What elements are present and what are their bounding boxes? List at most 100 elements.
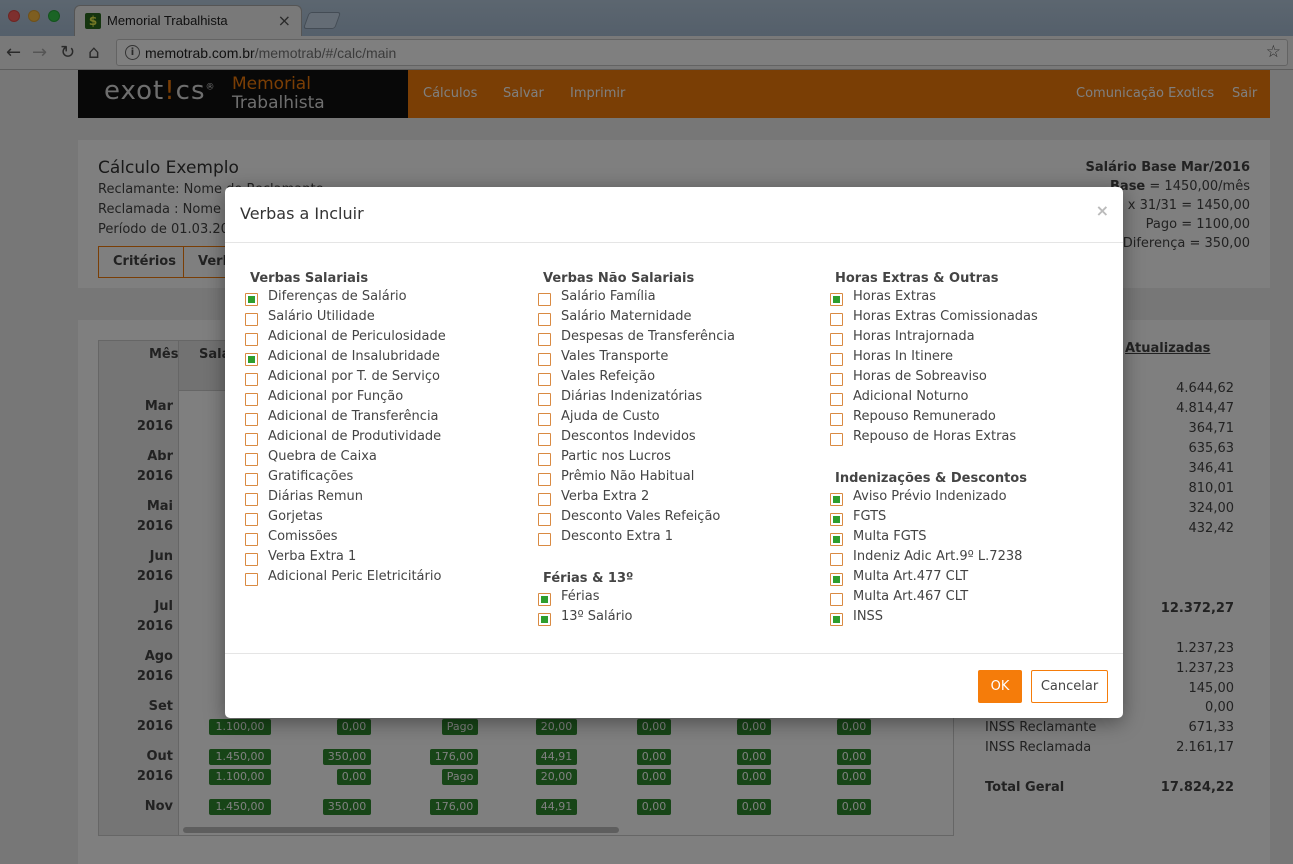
checkbox-option[interactable]: Adicional por T. de Serviço bbox=[245, 369, 440, 389]
checkbox[interactable] bbox=[830, 333, 843, 346]
checkbox-label: Ajuda de Custo bbox=[561, 409, 660, 424]
checkbox-option[interactable]: Horas de Sobreaviso bbox=[830, 369, 1027, 389]
checkbox[interactable] bbox=[538, 453, 551, 466]
checkbox-option[interactable]: Vales Refeição bbox=[538, 369, 694, 389]
checkbox[interactable] bbox=[245, 313, 258, 326]
checkbox-option[interactable]: Diferenças de Salário bbox=[245, 289, 407, 309]
checkbox[interactable] bbox=[538, 313, 551, 326]
checkbox[interactable] bbox=[538, 293, 551, 306]
checkbox-label: Salário Maternidade bbox=[561, 309, 692, 324]
checkbox[interactable] bbox=[830, 413, 843, 426]
checkbox[interactable] bbox=[245, 433, 258, 446]
checkbox-option[interactable]: Horas Extras Comissionadas bbox=[830, 309, 1038, 329]
checkbox[interactable] bbox=[830, 433, 843, 446]
checkbox[interactable] bbox=[830, 393, 843, 406]
checkbox-option[interactable]: Desconto Vales Refeição bbox=[538, 509, 720, 529]
checkbox-option[interactable]: Verba Extra 2 bbox=[538, 489, 694, 509]
checkbox-option[interactable]: Multa FGTS bbox=[830, 529, 1027, 549]
checkbox[interactable] bbox=[830, 373, 843, 386]
checkbox[interactable] bbox=[538, 353, 551, 366]
checkbox-option[interactable]: Repouso Remunerado bbox=[830, 409, 1027, 429]
checkbox[interactable] bbox=[538, 473, 551, 486]
checkbox-option[interactable]: Diárias Indenizatórias bbox=[538, 389, 702, 409]
checkbox[interactable] bbox=[538, 493, 551, 506]
checkbox[interactable] bbox=[830, 533, 843, 546]
checkbox-option[interactable]: Quebra de Caixa bbox=[245, 449, 377, 469]
checkbox[interactable] bbox=[538, 413, 551, 426]
checkbox-option[interactable]: Diárias Remun bbox=[245, 489, 368, 509]
checkbox[interactable] bbox=[830, 553, 843, 566]
checkbox-option[interactable]: Adicional de Insalubridade bbox=[245, 349, 440, 369]
close-icon[interactable]: × bbox=[1095, 201, 1109, 220]
checkbox-option[interactable]: Partic nos Lucros bbox=[538, 449, 694, 469]
checkbox[interactable] bbox=[538, 393, 551, 406]
checkbox[interactable] bbox=[245, 473, 258, 486]
checkbox[interactable] bbox=[245, 553, 258, 566]
checkbox-option[interactable]: INSS bbox=[830, 609, 1027, 629]
checkbox[interactable] bbox=[245, 393, 258, 406]
checkbox-option[interactable]: Gorjetas bbox=[245, 509, 368, 529]
checkbox-option[interactable]: Indeniz Adic Art.9º L.7238 bbox=[830, 549, 1027, 569]
checkbox[interactable] bbox=[830, 593, 843, 606]
checkbox-option[interactable]: Adicional de Periculosidade bbox=[245, 329, 446, 349]
checkbox[interactable] bbox=[830, 313, 843, 326]
checkbox-option[interactable]: Horas Extras bbox=[830, 289, 1027, 309]
cancel-button[interactable]: Cancelar bbox=[1031, 670, 1108, 703]
column-verbas-nao-salariais: Verbas Não Salariais Salário Família Salá… bbox=[538, 269, 735, 629]
checkbox-option[interactable]: Adicional por Função bbox=[245, 389, 403, 409]
checkbox[interactable] bbox=[245, 533, 258, 546]
checkbox[interactable] bbox=[538, 533, 551, 546]
checkbox-option[interactable]: Multa Art.467 CLT bbox=[830, 589, 1027, 609]
checkbox[interactable] bbox=[538, 593, 551, 606]
checkbox[interactable] bbox=[830, 293, 843, 306]
checkbox[interactable] bbox=[830, 353, 843, 366]
checkbox-option[interactable]: Aviso Prévio Indenizado bbox=[830, 489, 1027, 509]
checkbox[interactable] bbox=[245, 333, 258, 346]
checkbox-option[interactable]: Gratificações bbox=[245, 469, 368, 489]
checkbox[interactable] bbox=[830, 573, 843, 586]
checkbox-label: Férias bbox=[561, 589, 600, 604]
checkbox-option[interactable]: Comissões bbox=[245, 529, 368, 549]
checkbox-option[interactable]: Salário Maternidade bbox=[538, 309, 694, 329]
checkbox[interactable] bbox=[538, 373, 551, 386]
checkbox[interactable] bbox=[538, 613, 551, 626]
ok-button[interactable]: OK bbox=[978, 670, 1022, 703]
checkbox-option[interactable]: Adicional de Transferência bbox=[245, 409, 439, 429]
checkbox-option[interactable]: Adicional Noturno bbox=[830, 389, 1027, 409]
checkbox-option[interactable]: Adicional Peric Eletricitário bbox=[245, 569, 441, 589]
checkbox-option[interactable]: 13º Salário bbox=[538, 609, 694, 629]
modal-footer: OK Cancelar bbox=[225, 653, 1123, 718]
checkbox[interactable] bbox=[245, 353, 258, 366]
checkbox[interactable] bbox=[245, 453, 258, 466]
checkbox-option[interactable]: Desconto Extra 1 bbox=[538, 529, 694, 549]
checkbox-option[interactable]: FGTS bbox=[830, 509, 1027, 529]
checkbox-option[interactable]: Despesas de Transferência bbox=[538, 329, 735, 349]
checkbox-option[interactable]: Verba Extra 1 bbox=[245, 549, 368, 569]
checkbox-label: Verba Extra 2 bbox=[561, 489, 650, 504]
checkbox[interactable] bbox=[538, 333, 551, 346]
checkbox-option[interactable]: Horas In Itinere bbox=[830, 349, 1027, 369]
checkbox-option[interactable]: Multa Art.477 CLT bbox=[830, 569, 1027, 589]
checkbox-option[interactable]: Ajuda de Custo bbox=[538, 409, 694, 429]
checkbox[interactable] bbox=[830, 493, 843, 506]
checkbox-option[interactable]: Prêmio Não Habitual bbox=[538, 469, 694, 489]
checkbox[interactable] bbox=[245, 413, 258, 426]
checkbox[interactable] bbox=[538, 433, 551, 446]
checkbox[interactable] bbox=[830, 513, 843, 526]
checkbox-option[interactable]: Salário Família bbox=[538, 289, 694, 309]
checkbox[interactable] bbox=[245, 373, 258, 386]
checkbox-option[interactable]: Salário Utilidade bbox=[245, 309, 375, 329]
checkbox[interactable] bbox=[245, 513, 258, 526]
checkbox-option[interactable]: Vales Transporte bbox=[538, 349, 694, 369]
checkbox-option[interactable]: Adicional de Produtividade bbox=[245, 429, 441, 449]
checkbox-option[interactable]: Repouso de Horas Extras bbox=[830, 429, 1027, 449]
checkbox-option[interactable]: Descontos Indevidos bbox=[538, 429, 696, 449]
checkbox[interactable] bbox=[830, 613, 843, 626]
checkbox[interactable] bbox=[538, 513, 551, 526]
checkbox[interactable] bbox=[245, 293, 258, 306]
checkbox[interactable] bbox=[245, 493, 258, 506]
section-spacer bbox=[543, 549, 694, 569]
checkbox[interactable] bbox=[245, 573, 258, 586]
checkbox-option[interactable]: Horas Intrajornada bbox=[830, 329, 1027, 349]
checkbox-option[interactable]: Férias bbox=[538, 589, 694, 609]
